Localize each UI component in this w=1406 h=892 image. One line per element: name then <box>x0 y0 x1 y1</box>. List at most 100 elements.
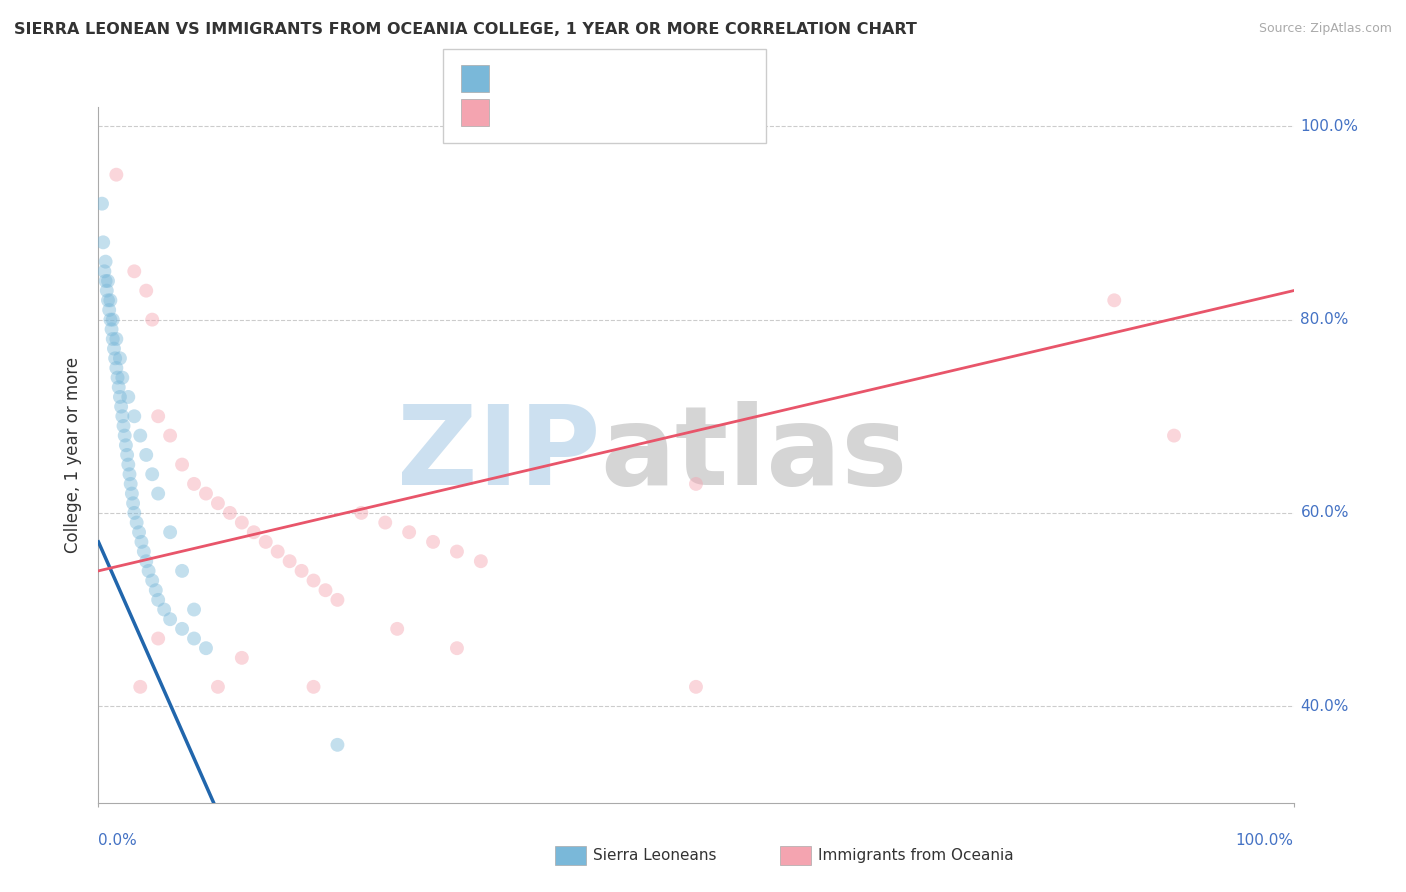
Point <box>326 593 349 607</box>
Text: R =: R = <box>496 105 530 120</box>
Point <box>231 651 253 665</box>
Point <box>302 680 325 694</box>
Point <box>110 400 132 414</box>
Point <box>159 612 181 626</box>
Point <box>104 351 127 366</box>
Point <box>98 293 122 308</box>
Point <box>94 274 117 288</box>
Point <box>326 738 349 752</box>
Point <box>107 370 129 384</box>
Point <box>385 622 409 636</box>
Point <box>105 168 128 182</box>
Point <box>131 535 153 549</box>
Point <box>128 525 150 540</box>
Point <box>120 476 142 491</box>
Text: 0.0%: 0.0% <box>98 833 138 848</box>
Point <box>315 583 337 598</box>
Point <box>112 419 135 434</box>
Point <box>141 467 163 482</box>
Text: -0.460: -0.460 <box>527 71 582 87</box>
Point <box>117 458 139 472</box>
Point <box>148 409 170 424</box>
Point <box>141 574 163 588</box>
Point <box>129 680 152 694</box>
Point <box>117 390 139 404</box>
Point <box>159 525 181 540</box>
Point <box>118 467 141 482</box>
Point <box>93 264 115 278</box>
Point <box>145 583 167 598</box>
Text: 59: 59 <box>619 71 640 87</box>
Point <box>91 196 114 211</box>
Point <box>685 680 707 694</box>
Point <box>135 448 157 462</box>
Text: 100.0%: 100.0% <box>1301 119 1358 134</box>
Point <box>194 486 217 500</box>
Point <box>290 564 312 578</box>
Point <box>219 506 242 520</box>
Point <box>97 274 120 288</box>
Point <box>183 602 205 616</box>
Point <box>302 574 325 588</box>
Y-axis label: College, 1 year or more: College, 1 year or more <box>65 357 83 553</box>
Point <box>172 564 194 578</box>
Point <box>470 554 492 568</box>
Point <box>124 506 146 520</box>
Point <box>98 303 121 318</box>
Text: ZIP: ZIP <box>396 401 600 508</box>
Text: Sierra Leoneans: Sierra Leoneans <box>593 848 717 863</box>
Point <box>114 428 136 442</box>
Text: N =: N = <box>591 71 624 87</box>
Text: 0.385: 0.385 <box>527 105 575 120</box>
Text: Immigrants from Oceania: Immigrants from Oceania <box>818 848 1014 863</box>
Text: 37: 37 <box>619 105 640 120</box>
Text: N =: N = <box>591 105 624 120</box>
Point <box>111 409 134 424</box>
Text: R =: R = <box>496 71 530 87</box>
Point <box>121 486 143 500</box>
Point <box>172 622 194 636</box>
Point <box>101 332 124 346</box>
Point <box>124 409 146 424</box>
Point <box>101 312 124 326</box>
Point <box>207 496 229 510</box>
Point <box>194 641 217 656</box>
Point <box>254 535 277 549</box>
Point <box>132 544 155 558</box>
Text: 80.0%: 80.0% <box>1301 312 1348 327</box>
Point <box>422 535 444 549</box>
Point <box>350 506 373 520</box>
Point <box>141 312 163 326</box>
Text: 60.0%: 60.0% <box>1301 506 1348 520</box>
Point <box>135 554 157 568</box>
Point <box>125 516 148 530</box>
Point <box>108 390 131 404</box>
Point <box>172 458 194 472</box>
Point <box>148 632 170 646</box>
Point <box>108 351 131 366</box>
Point <box>94 254 117 268</box>
Point <box>105 332 128 346</box>
Point <box>135 284 157 298</box>
Point <box>148 593 170 607</box>
Text: SIERRA LEONEAN VS IMMIGRANTS FROM OCEANIA COLLEGE, 1 YEAR OR MORE CORRELATION CH: SIERRA LEONEAN VS IMMIGRANTS FROM OCEANI… <box>14 22 917 37</box>
Point <box>446 544 468 558</box>
Point <box>129 428 152 442</box>
Point <box>122 496 145 510</box>
Point <box>231 516 253 530</box>
Point <box>107 380 129 394</box>
Point <box>96 284 118 298</box>
Point <box>278 554 301 568</box>
Point <box>1102 293 1125 308</box>
Point <box>242 525 264 540</box>
Point <box>159 428 181 442</box>
Point <box>207 680 229 694</box>
Point <box>115 448 138 462</box>
Point <box>98 312 122 326</box>
Point <box>183 632 205 646</box>
Point <box>103 342 125 356</box>
Point <box>91 235 114 250</box>
Point <box>398 525 420 540</box>
Point <box>111 370 134 384</box>
Point <box>267 544 290 558</box>
